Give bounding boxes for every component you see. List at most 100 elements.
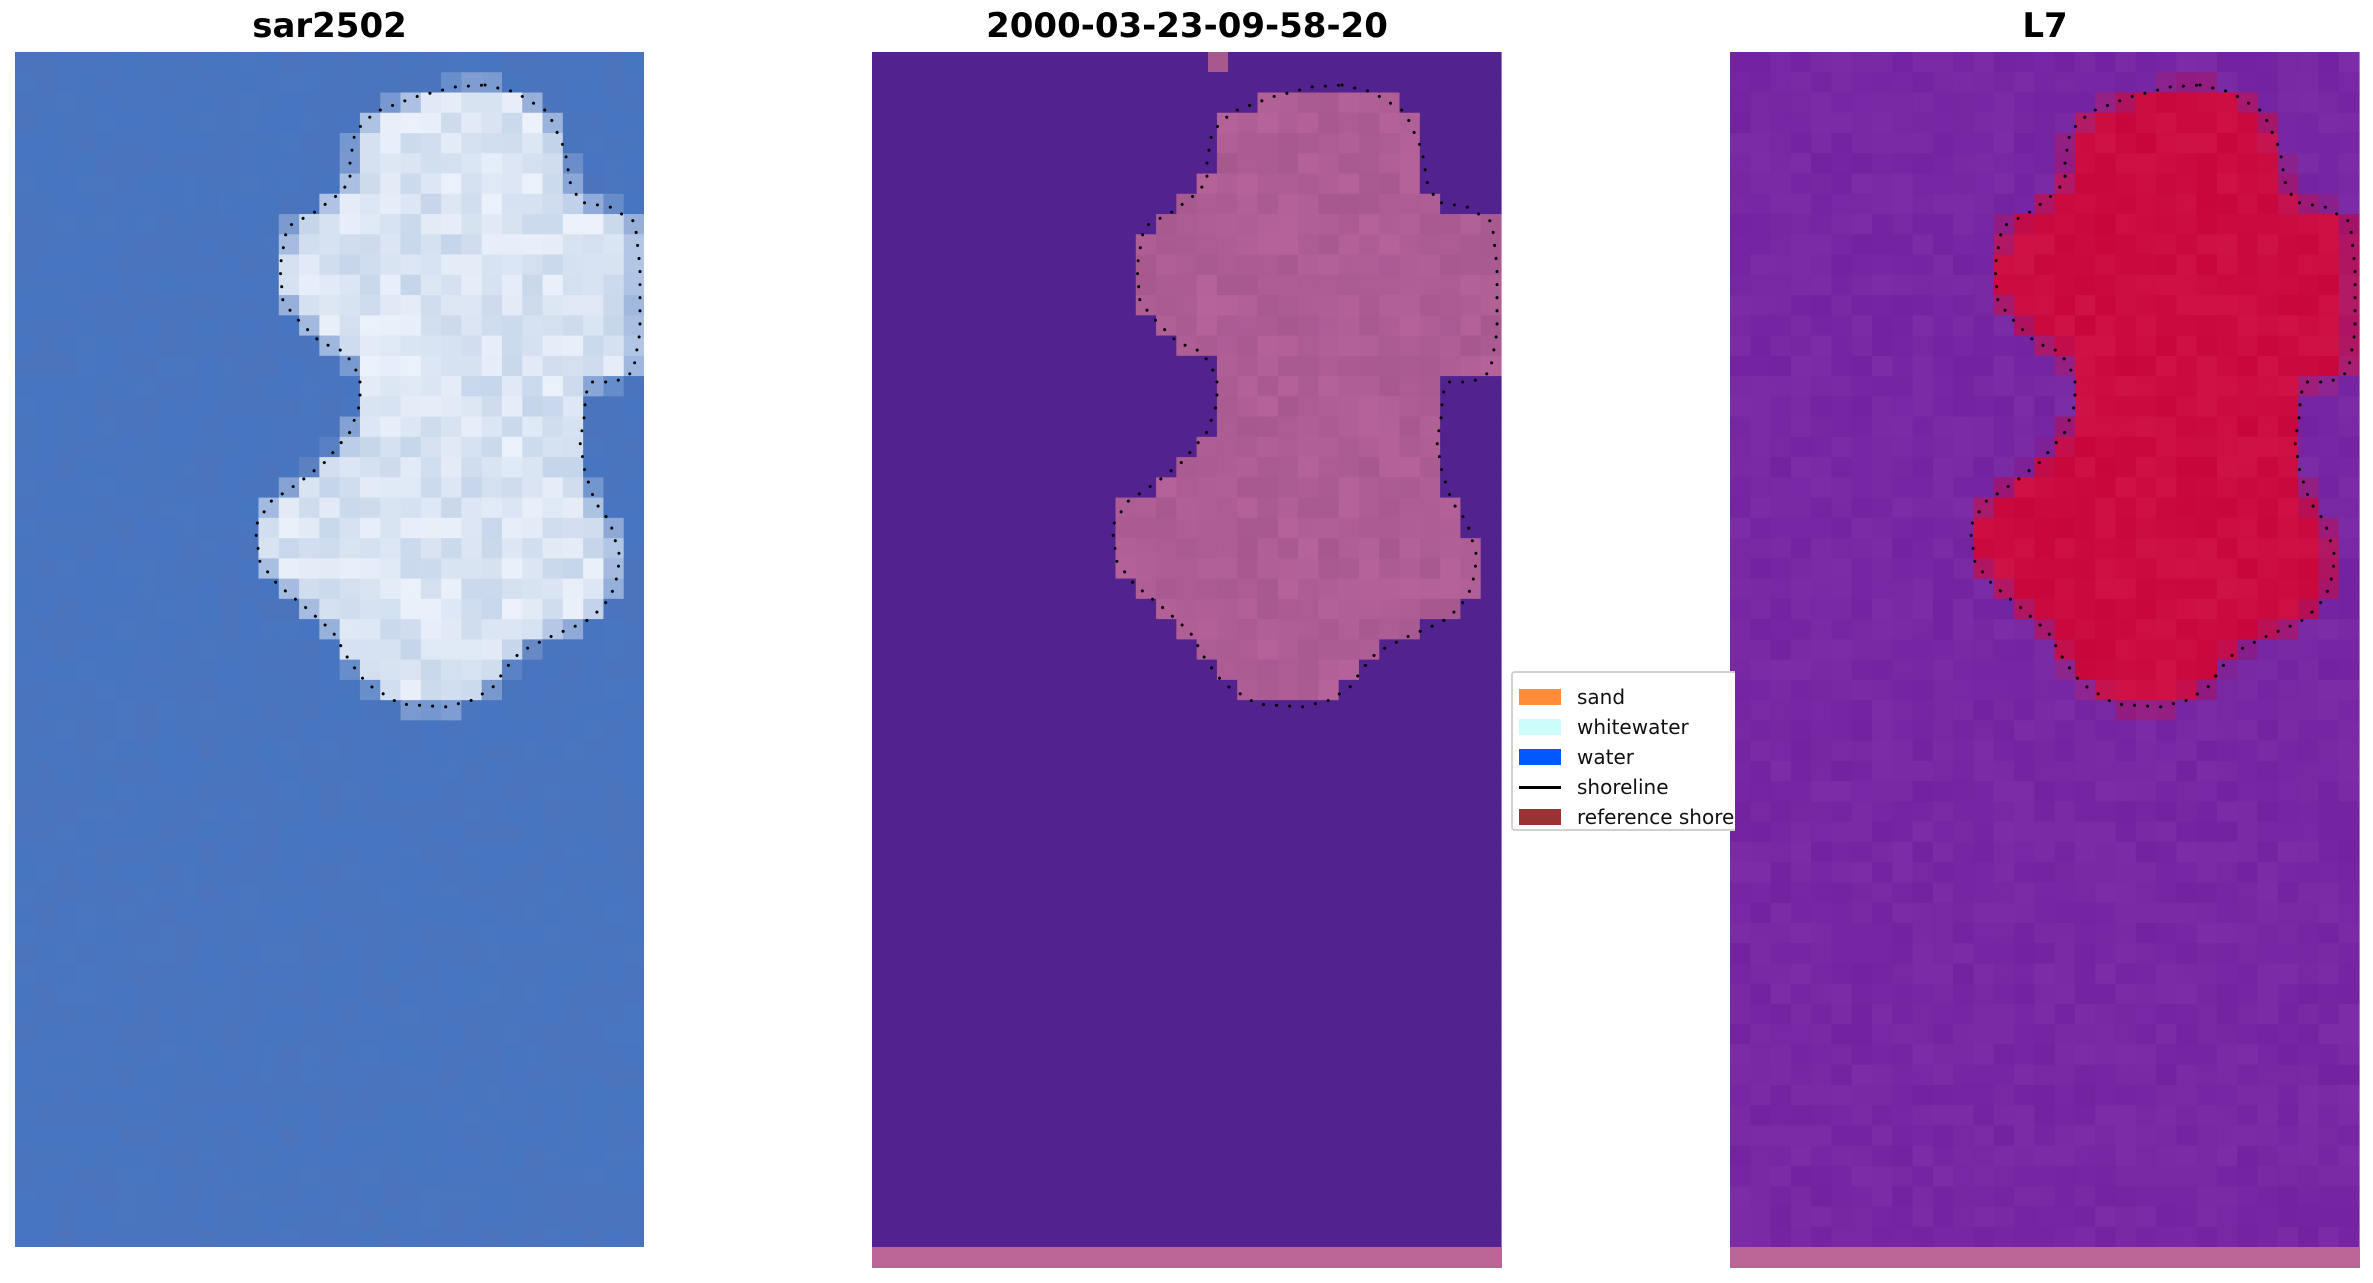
image-pixel — [35, 1226, 57, 1247]
image-pixel — [441, 315, 462, 337]
image-pixel — [2216, 598, 2238, 620]
image-pixel — [562, 558, 584, 580]
image-pixel — [177, 153, 199, 175]
image-pixel — [339, 1206, 361, 1228]
image-pixel — [116, 1206, 138, 1228]
image-pixel — [1135, 720, 1157, 742]
image-pixel — [1054, 598, 1076, 620]
image-pixel — [1095, 274, 1117, 296]
image-pixel — [1216, 578, 1238, 600]
image-pixel — [1730, 477, 1751, 499]
image-pixel — [2318, 72, 2340, 94]
image-pixel — [359, 598, 381, 620]
image-pixel — [1932, 416, 1954, 438]
image-pixel — [1257, 821, 1279, 843]
image-pixel — [339, 801, 361, 823]
image-pixel — [1156, 335, 1177, 357]
image-pixel — [1399, 133, 1421, 154]
image-pixel — [75, 801, 97, 823]
image-pixel — [1034, 639, 1056, 661]
image-pixel — [1115, 922, 1137, 944]
image-pixel — [1750, 457, 1772, 478]
image-pixel — [278, 1024, 300, 1046]
image-pixel — [953, 639, 975, 661]
image-pixel — [2014, 234, 2035, 256]
image-pixel — [359, 234, 381, 256]
image-pixel — [55, 72, 77, 94]
image-pixel — [1399, 457, 1421, 478]
image-pixel — [562, 1084, 584, 1106]
image-pixel — [2095, 274, 2117, 296]
image-pixel — [420, 1024, 442, 1046]
image-pixel — [542, 720, 564, 742]
image-pixel — [1196, 1003, 1218, 1025]
image-pixel — [2014, 153, 2035, 175]
image-pixel — [1973, 801, 1995, 823]
image-pixel — [1277, 335, 1299, 357]
image-pixel — [1379, 720, 1401, 742]
image-pixel — [1790, 335, 1812, 357]
image-pixel — [562, 841, 584, 863]
image-pixel — [603, 558, 625, 580]
image-pixel — [75, 1044, 97, 1066]
image-pixel — [96, 943, 118, 965]
image-pixel — [359, 112, 381, 134]
image-pixel — [2196, 862, 2218, 884]
image-pixel — [2257, 760, 2279, 782]
image-pixel — [1379, 376, 1401, 397]
image-pixel — [2054, 578, 2076, 600]
image-pixel — [278, 355, 300, 377]
image-pixel — [441, 436, 462, 458]
image-pixel — [1074, 1024, 1096, 1046]
image-pixel — [1399, 92, 1421, 114]
image-pixel — [1358, 558, 1380, 580]
image-pixel — [258, 193, 280, 215]
shoreline-dots — [1110, 83, 1499, 709]
image-pixel — [1790, 416, 1812, 438]
image-pixel — [1176, 700, 1198, 721]
image-pixel — [1054, 355, 1076, 377]
image-pixel — [1095, 1125, 1117, 1147]
image-pixel — [157, 639, 178, 661]
image-pixel — [217, 1044, 239, 1066]
image-pixel — [2054, 598, 2076, 620]
image-pixel — [993, 436, 1015, 458]
image-pixel — [1115, 416, 1137, 438]
image-pixel — [2176, 477, 2198, 499]
image-pixel — [2277, 639, 2299, 661]
image-pixel — [1932, 274, 1954, 296]
image-pixel — [2257, 781, 2279, 802]
image-pixel — [461, 153, 483, 175]
image-pixel — [603, 578, 625, 600]
image-pixel — [1277, 193, 1299, 215]
image-pixel — [177, 578, 199, 600]
image-pixel — [116, 52, 138, 73]
image-pixel — [1872, 801, 1893, 823]
image-pixel — [380, 416, 402, 438]
image-pixel — [542, 477, 564, 499]
image-pixel — [75, 720, 97, 742]
image-pixel — [339, 862, 361, 884]
image-pixel — [75, 1064, 97, 1086]
image-pixel — [2074, 416, 2096, 438]
image-pixel — [1419, 902, 1441, 924]
image-pixel — [993, 133, 1015, 154]
image-pixel — [177, 740, 199, 762]
image-pixel — [1973, 720, 1995, 742]
image-pixel — [136, 436, 158, 458]
image-pixel — [15, 578, 36, 600]
image-pixel — [1790, 578, 1812, 600]
image-pixel — [1095, 578, 1117, 600]
image-pixel — [400, 922, 422, 944]
image-pixel — [2216, 234, 2238, 256]
image-pixel — [217, 679, 239, 701]
image-pixel — [953, 173, 975, 195]
image-pixel — [339, 983, 361, 1005]
image-pixel — [1892, 112, 1914, 134]
image-pixel — [461, 598, 483, 620]
image-pixel — [2176, 193, 2198, 215]
image-pixel — [461, 821, 483, 843]
image-pixel — [1399, 1165, 1421, 1187]
image-pixel — [278, 720, 300, 742]
image-pixel — [2095, 416, 2117, 438]
